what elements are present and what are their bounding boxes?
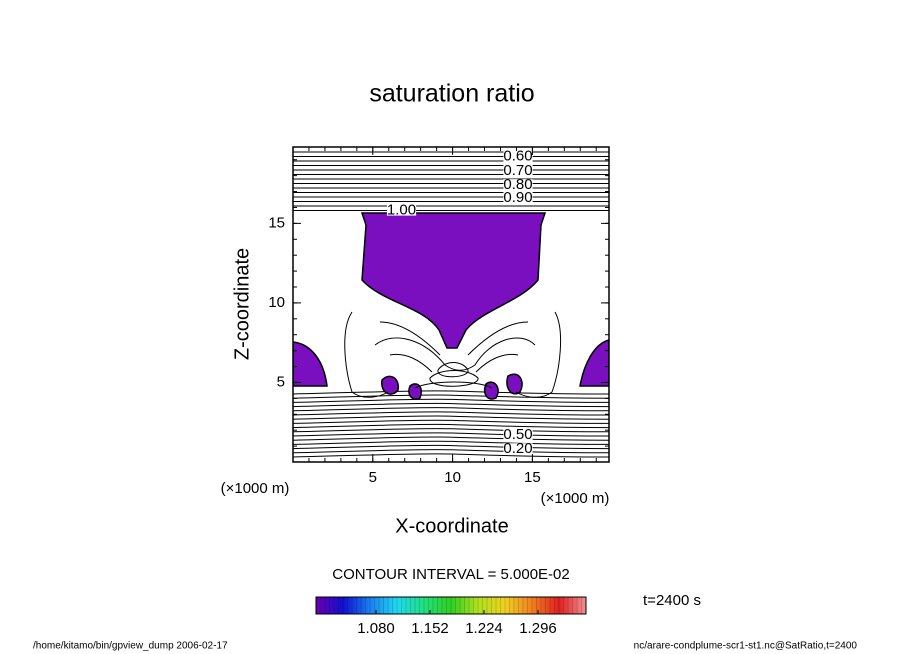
contour-line xyxy=(293,432,609,437)
plot-area: 0.600.700.800.90 1.00 0.500.20 xyxy=(293,148,609,458)
contour-label: 0.70 xyxy=(503,162,532,179)
contour-line xyxy=(293,394,609,399)
contour-line xyxy=(293,428,609,433)
contour-line xyxy=(293,423,609,429)
contour-line xyxy=(293,436,609,441)
label-bg xyxy=(503,191,533,203)
x-tick-label: 15 xyxy=(524,469,541,486)
colorbar-fill xyxy=(316,597,586,614)
x-tick-label: 5 xyxy=(369,469,377,486)
contour-line xyxy=(293,390,609,395)
colorbar-frame xyxy=(315,596,587,615)
filled-regions xyxy=(293,212,609,400)
contour-line xyxy=(293,402,609,408)
contour-label: 0.50 xyxy=(503,426,532,443)
x-unit-left: (×1000 m) xyxy=(221,480,290,497)
time-label: t=2400 s xyxy=(643,592,701,609)
chart-title: saturation ratio xyxy=(369,80,534,108)
contour-line xyxy=(293,411,609,416)
contour-lines xyxy=(293,151,609,458)
y-tick-label: 5 xyxy=(277,373,285,390)
label-bg xyxy=(386,204,417,216)
y-tick-label: 10 xyxy=(268,294,285,311)
contour-label: 0.60 xyxy=(503,148,532,165)
colorbar-tick-label: 1.080 xyxy=(357,620,395,637)
x-tick-label: 10 xyxy=(444,469,461,486)
contour-line xyxy=(293,398,609,403)
axes: 5 10 15 5 10 15 xyxy=(268,147,609,486)
contour-label: 1.00 xyxy=(387,202,416,219)
contour-line xyxy=(293,444,609,450)
label-bg xyxy=(503,164,533,176)
contour-label: 0.20 xyxy=(503,440,532,457)
colorbar: 1.080 1.152 1.224 1.296 xyxy=(315,596,587,637)
footer-right: nc/arare-condplume-scr1-st1.nc@SatRatio,… xyxy=(634,641,858,652)
contour-interval: CONTOUR INTERVAL = 5.000E-02 xyxy=(332,566,569,583)
x-axis-label: X-coordinate xyxy=(395,515,508,537)
y-axis-label: Z-coordinate xyxy=(231,248,253,360)
contour-line xyxy=(293,419,609,424)
colorbar-tick-label: 1.296 xyxy=(519,620,557,637)
label-bg xyxy=(503,428,533,440)
contour-detail xyxy=(344,311,562,398)
footer-left: /home/kitamo/bin/gpview_dump 2006-02-17 xyxy=(33,641,228,652)
plot-frame xyxy=(292,146,610,463)
colorbar-tick-label: 1.224 xyxy=(465,620,503,637)
contour-line xyxy=(293,453,609,458)
contour-line xyxy=(293,407,609,412)
contour-line xyxy=(293,449,609,454)
label-bg xyxy=(503,443,533,455)
contour-label: 0.90 xyxy=(503,189,532,206)
colorbar-tick-label: 1.152 xyxy=(411,620,449,637)
contour-line xyxy=(293,440,609,445)
contour-label: 0.80 xyxy=(503,176,532,193)
contour-line xyxy=(293,415,609,420)
contour-labels: 0.600.700.800.90 1.00 0.500.20 xyxy=(386,148,533,457)
x-unit: (×1000 m) xyxy=(541,490,610,507)
label-bg xyxy=(503,150,533,162)
label-bg xyxy=(503,179,533,191)
y-tick-label: 15 xyxy=(268,214,285,231)
